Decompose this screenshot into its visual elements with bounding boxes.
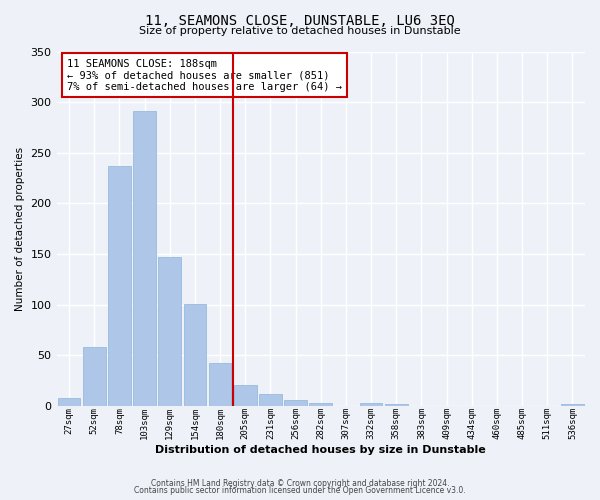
Text: 11 SEAMONS CLOSE: 188sqm
← 93% of detached houses are smaller (851)
7% of semi-d: 11 SEAMONS CLOSE: 188sqm ← 93% of detach… <box>67 58 342 92</box>
Bar <box>310 403 332 406</box>
Bar <box>385 404 407 406</box>
Text: 11, SEAMONS CLOSE, DUNSTABLE, LU6 3EQ: 11, SEAMONS CLOSE, DUNSTABLE, LU6 3EQ <box>145 14 455 28</box>
Y-axis label: Number of detached properties: Number of detached properties <box>15 146 25 310</box>
Text: Contains HM Land Registry data © Crown copyright and database right 2024.: Contains HM Land Registry data © Crown c… <box>151 478 449 488</box>
Bar <box>360 403 382 406</box>
Bar <box>259 394 282 406</box>
Bar <box>133 111 156 406</box>
Bar <box>184 304 206 406</box>
Bar <box>58 398 80 406</box>
Bar <box>561 404 584 406</box>
Bar <box>234 384 257 406</box>
Bar <box>83 347 106 406</box>
Text: Contains public sector information licensed under the Open Government Licence v3: Contains public sector information licen… <box>134 486 466 495</box>
Text: Size of property relative to detached houses in Dunstable: Size of property relative to detached ho… <box>139 26 461 36</box>
Bar <box>158 257 181 406</box>
Bar <box>108 166 131 406</box>
Bar <box>284 400 307 406</box>
X-axis label: Distribution of detached houses by size in Dunstable: Distribution of detached houses by size … <box>155 445 486 455</box>
Bar <box>209 364 232 406</box>
